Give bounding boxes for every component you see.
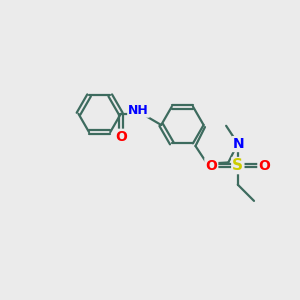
Text: O: O (115, 130, 127, 144)
Text: NH: NH (128, 104, 149, 117)
Text: S: S (232, 158, 243, 173)
Text: N: N (232, 137, 244, 151)
Text: O: O (258, 159, 270, 172)
Text: O: O (206, 159, 217, 172)
